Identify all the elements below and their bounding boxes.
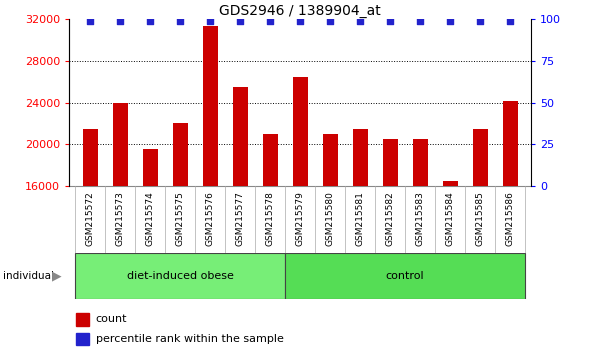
Point: [175, 19, 185, 24]
Text: GSM215583: GSM215583: [416, 191, 425, 246]
Text: GSM215585: GSM215585: [476, 191, 485, 246]
Text: percentile rank within the sample: percentile rank within the sample: [96, 334, 284, 344]
Bar: [143, 149, 157, 186]
Point: [115, 19, 125, 24]
Point: [505, 19, 515, 24]
Text: GSM215581: GSM215581: [356, 191, 365, 246]
Bar: [233, 87, 248, 186]
Text: GSM215586: GSM215586: [506, 191, 515, 246]
Text: GSM215573: GSM215573: [115, 191, 125, 246]
Text: GSM215578: GSM215578: [265, 191, 275, 246]
Point: [85, 19, 95, 24]
Bar: [383, 139, 398, 186]
Bar: [263, 134, 277, 186]
Bar: [413, 139, 428, 186]
Text: GSM215579: GSM215579: [296, 191, 305, 246]
Bar: [503, 101, 518, 186]
Bar: [113, 103, 128, 186]
Point: [145, 19, 155, 24]
Point: [445, 19, 455, 24]
Point: [325, 19, 335, 24]
Point: [295, 19, 305, 24]
Bar: [293, 77, 308, 186]
FancyBboxPatch shape: [75, 253, 285, 299]
Text: GSM215575: GSM215575: [176, 191, 185, 246]
Bar: [203, 26, 218, 186]
Text: ▶: ▶: [52, 270, 62, 282]
Point: [265, 19, 275, 24]
Point: [475, 19, 485, 24]
Bar: [443, 181, 458, 186]
Text: diet-induced obese: diet-induced obese: [127, 271, 233, 281]
Point: [385, 19, 395, 24]
Text: individual: individual: [3, 271, 54, 281]
Text: GSM215572: GSM215572: [86, 191, 95, 246]
Text: GSM215584: GSM215584: [446, 191, 455, 246]
Text: GSM215577: GSM215577: [236, 191, 245, 246]
Point: [415, 19, 425, 24]
Text: GSM215582: GSM215582: [386, 191, 395, 246]
Bar: [83, 129, 97, 186]
Text: GSM215576: GSM215576: [205, 191, 215, 246]
FancyBboxPatch shape: [285, 253, 525, 299]
Text: GDS2946 / 1389904_at: GDS2946 / 1389904_at: [219, 4, 381, 18]
Bar: [323, 134, 337, 186]
Bar: [76, 333, 89, 346]
Point: [205, 19, 215, 24]
Text: GSM215574: GSM215574: [146, 191, 155, 246]
Bar: [173, 124, 187, 186]
Text: count: count: [96, 314, 127, 324]
Point: [235, 19, 245, 24]
Point: [355, 19, 365, 24]
Bar: [353, 129, 368, 186]
Bar: [76, 313, 89, 326]
Text: control: control: [386, 271, 424, 281]
Text: GSM215580: GSM215580: [325, 191, 335, 246]
Bar: [473, 129, 488, 186]
